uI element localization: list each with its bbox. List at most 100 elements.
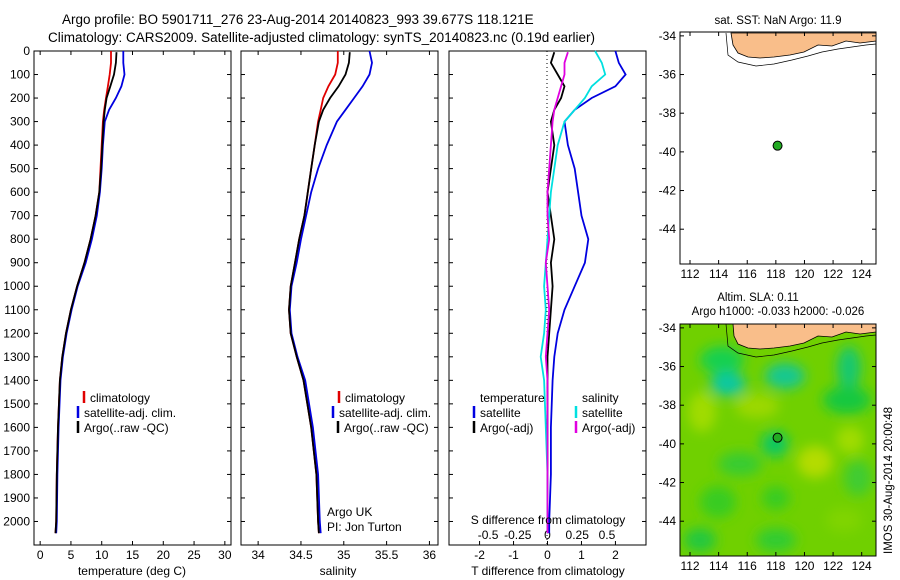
legend-satellite-adj: satellite-adj. clim. <box>84 406 176 420</box>
difference-profiles <box>539 50 627 534</box>
lon-tick-label: 114 <box>709 267 728 281</box>
bathymetry-contour <box>725 32 877 67</box>
depth-tick-label: 1200 <box>3 326 30 340</box>
x-tick-label: 10 <box>95 548 109 562</box>
depth-tick-label: 200 <box>10 91 30 105</box>
x-tick-label: 36 <box>423 548 437 562</box>
lon-tick-label: 124 <box>852 559 872 573</box>
lon-tick-label: 118 <box>766 559 785 573</box>
profile-line-argo-raw-qc <box>54 52 118 534</box>
x-tick-label: 30 <box>218 548 232 562</box>
x-tick-label-s: 0.25 <box>566 528 590 542</box>
lon-tick-label: 118 <box>766 267 785 281</box>
x-tick-label-t: -1 <box>508 548 519 562</box>
difference-panel: -2 -1 0 1 2 -0.5 -0.25 0 0.25 0.5 S difference fr… <box>448 50 647 578</box>
lon-tick-label: 124 <box>852 267 872 281</box>
legend-s-argo: Argo(-adj) <box>582 421 635 435</box>
lat-tick-label: -38 <box>659 106 677 120</box>
depth-tick-label: 1800 <box>3 467 30 481</box>
temperature-xlabel: temperature (deg C) <box>78 564 186 578</box>
lat-tick-label: -44 <box>659 514 677 528</box>
legend-salinity-title: salinity <box>582 391 619 405</box>
sla-map-title: Altim. SLA: 0.11 <box>717 292 799 304</box>
x-tick-label: 35 <box>337 548 351 562</box>
profile-line-climatology <box>288 51 339 534</box>
lon-tick-label: 112 <box>680 267 699 281</box>
depth-tick-label: 300 <box>10 115 30 129</box>
lon-tick-label: 122 <box>823 559 843 573</box>
header-line2: Climatology: CARS2009. Satellite-adjuste… <box>48 30 595 45</box>
sst-map-argo-marker <box>772 140 783 151</box>
depth-tick-label: 700 <box>10 209 30 223</box>
lat-tick-label: -34 <box>659 321 677 335</box>
legend-climatology: climatology <box>90 391 150 405</box>
lat-tick-label: -44 <box>659 222 677 236</box>
temperature-frame <box>33 50 232 546</box>
depth-tick-label: 800 <box>10 232 30 246</box>
lon-tick-label: 116 <box>738 559 757 573</box>
temperature-legend: climatology satellite-adj. clim. Argo(..… <box>76 391 176 435</box>
sla-map-subtitle: Argo h1000: -0.033 h2000: -0.026 <box>692 306 865 318</box>
legend-satellite-adj: satellite-adj. clim. <box>339 406 431 420</box>
lat-tick-label: -38 <box>659 398 677 412</box>
difference-legend: temperature satellite Argo(-adj) salinit… <box>472 391 635 435</box>
temperature-profiles <box>54 51 126 534</box>
x-tick-label: 25 <box>187 548 201 562</box>
difference-ticks <box>449 50 646 522</box>
t-difference-label: T difference from climatology <box>471 564 625 578</box>
x-tick-label: 0 <box>37 548 44 562</box>
depth-tick-label: 900 <box>10 256 30 270</box>
argo-float-marker <box>772 140 783 151</box>
x-tick-label: 5 <box>68 548 75 562</box>
lon-tick-label: 120 <box>794 559 814 573</box>
x-tick-label-s: 0 <box>544 528 551 542</box>
annotation-pi: PI: Jon Turton <box>327 520 402 534</box>
depth-tick-label: 100 <box>10 68 30 82</box>
legend-argo: Argo(..raw -QC) <box>84 421 169 435</box>
depth-tick-label: 1700 <box>3 444 30 458</box>
header-line1: Argo profile: BO 5901711_276 23-Aug-2014… <box>62 12 534 27</box>
lon-tick-label: 120 <box>794 267 814 281</box>
sla-map-ticks: 112 114 116 118 120 122 124 -34 -36 -38 -40 -42 -44 <box>659 321 876 573</box>
depth-tick-label: 1500 <box>3 397 30 411</box>
legend-s-satellite: satellite <box>582 406 623 420</box>
lat-tick-label: -36 <box>659 68 677 82</box>
imos-stamp: IMOS 30-Aug-2014 20:00:48 <box>883 407 895 554</box>
temperature-panel: 0100200300400500600700800900100011001200… <box>3 44 232 578</box>
lat-tick-label: -36 <box>659 360 677 374</box>
x-tick-label-s: -0.25 <box>504 528 532 542</box>
x-tick-label-s: 0.5 <box>599 528 616 542</box>
legend-argo: Argo(..raw -QC) <box>344 421 429 435</box>
depth-tick-label: 1300 <box>3 350 30 364</box>
lat-tick-label: -34 <box>659 29 677 43</box>
salinity-profiles <box>288 50 373 534</box>
x-tick-label: 35.5 <box>375 548 399 562</box>
salinity-tick-labels: 34 34.5 35 35.5 36 <box>251 51 436 562</box>
sst-map-panel: sat. SST: NaN Argo: 11.9 112 114 116 118 120… <box>659 15 877 281</box>
depth-tick-label: 1900 <box>3 491 30 505</box>
profile-line-satellite-adj-clim <box>288 50 373 534</box>
profile-line-argo-adj-salinity <box>544 51 569 534</box>
lat-tick-label: -42 <box>659 476 677 490</box>
australia-coast <box>730 32 877 59</box>
sst-map-ticks: 112 114 116 118 120 122 124 -34 -36 -38 -40 -42 -44 <box>659 29 876 281</box>
lon-tick-label: 114 <box>709 559 728 573</box>
depth-tick-label: 600 <box>10 185 30 199</box>
x-tick-label: 15 <box>126 548 140 562</box>
legend-climatology: climatology <box>345 391 405 405</box>
x-tick-label-t: -2 <box>474 548 485 562</box>
sla-map-frame <box>679 323 877 557</box>
depth-tick-label: 1600 <box>3 420 30 434</box>
salinity-ticks <box>241 50 438 522</box>
sla-map-panel: Altim. SLA: 0.11 Argo h1000: -0.033 h200… <box>659 292 877 573</box>
temperature-tick-labels: 0 5 10 15 20 25 30 <box>37 51 232 562</box>
lon-tick-label: 122 <box>823 267 843 281</box>
x-tick-label: 34.5 <box>289 548 313 562</box>
profile-line-satellite <box>548 50 627 534</box>
x-tick-label-t: 1 <box>578 548 585 562</box>
profile-line-satellite-adj-clim <box>55 51 126 534</box>
legend-t-argo: Argo(-adj) <box>480 421 533 435</box>
profile-line-argo-raw-qc <box>288 52 351 534</box>
salinity-legend: climatology satellite-adj. clim. Argo(..… <box>331 391 431 435</box>
sst-map-title: sat. SST: NaN Argo: 11.9 <box>715 15 842 27</box>
